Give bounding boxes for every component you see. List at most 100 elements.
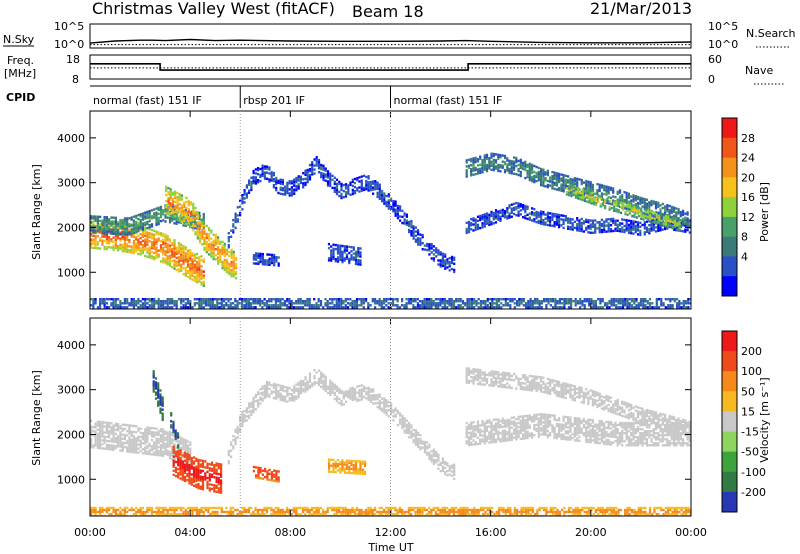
heatmap-cell — [157, 304, 160, 307]
heatmap-cell — [188, 474, 191, 477]
heatmap-cell — [685, 300, 688, 303]
heatmap-cell — [506, 167, 509, 170]
heatmap-cell — [653, 217, 656, 220]
heatmap-cell — [320, 171, 323, 175]
heatmap-cell — [510, 164, 513, 167]
heatmap-cell — [130, 300, 133, 303]
heatmap-cell — [349, 298, 352, 301]
heatmap-cell — [465, 161, 468, 164]
heatmap-cell — [679, 225, 682, 228]
heatmap-cell — [171, 209, 175, 212]
heatmap-cell — [623, 230, 626, 234]
heatmap-cell — [199, 471, 202, 474]
heatmap-cell — [576, 179, 579, 182]
heatmap-cell — [205, 236, 208, 240]
heatmap-cell — [378, 185, 381, 188]
heatmap-cell — [141, 216, 144, 219]
heatmap-cell — [430, 298, 433, 301]
heatmap-cell — [544, 177, 547, 180]
heatmap-cell — [526, 173, 529, 177]
heatmap-cell — [126, 223, 129, 226]
heatmap-cell — [571, 226, 574, 229]
heatmap-cell — [177, 264, 181, 267]
heatmap-cell — [166, 245, 169, 248]
heatmap-cell — [203, 224, 206, 227]
heatmap-cell — [157, 216, 160, 220]
heatmap-cell — [549, 298, 552, 301]
heatmap-cell — [390, 199, 393, 202]
heatmap-cell — [336, 256, 340, 259]
heatmap-cell — [665, 223, 668, 226]
heatmap-cell — [166, 249, 169, 252]
heatmap-cell — [675, 213, 678, 216]
heatmap-cell — [503, 156, 507, 160]
heatmap-cell — [503, 154, 507, 158]
heatmap-cell — [210, 249, 213, 252]
heatmap-cell — [105, 447, 108, 451]
heatmap-cell — [410, 222, 413, 225]
heatmap-cell — [470, 300, 474, 303]
heatmap-cell — [416, 306, 419, 309]
heatmap-cell — [332, 253, 335, 256]
heatmap-cell — [168, 442, 172, 446]
heatmap-cell — [603, 226, 606, 229]
heatmap-cell — [333, 304, 336, 307]
heatmap-cell — [204, 300, 208, 303]
heatmap-cell — [117, 424, 120, 428]
heatmap-cell — [236, 218, 239, 221]
nave-tick-bottom: 0 — [708, 73, 715, 86]
heatmap-cell — [567, 181, 570, 184]
heatmap-cell — [198, 239, 202, 242]
heatmap-cell — [247, 304, 250, 307]
heatmap-cell — [90, 221, 93, 224]
heatmap-cell — [483, 164, 486, 167]
heatmap-cell — [173, 255, 176, 258]
heatmap-cell — [268, 172, 271, 175]
heatmap-cell — [547, 302, 550, 305]
heatmap-cell — [215, 468, 218, 471]
heatmap-cell — [654, 201, 658, 204]
heatmap-cell — [537, 219, 540, 223]
heatmap-cell — [139, 241, 142, 244]
heatmap-cell — [162, 232, 165, 236]
heatmap-cell — [177, 248, 181, 251]
heatmap-cell — [519, 160, 522, 164]
heatmap-cell — [542, 172, 545, 175]
heatmap-cell — [324, 302, 327, 305]
heatmap-cell — [439, 302, 442, 305]
heatmap-cell — [159, 306, 163, 309]
heatmap-cell — [537, 172, 540, 176]
heatmap-cell — [268, 257, 271, 260]
heatmap-cell — [591, 225, 594, 228]
heatmap-cell — [499, 154, 502, 157]
heatmap-cell — [173, 222, 176, 225]
heatmap-cell — [444, 259, 447, 262]
heatmap-cell — [410, 234, 413, 237]
heatmap-cell — [162, 261, 165, 264]
heatmap-cell — [117, 237, 120, 240]
heatmap-cell — [551, 187, 554, 190]
heatmap-cell — [545, 304, 548, 307]
heatmap-cell — [217, 483, 220, 486]
heatmap-cell — [618, 189, 622, 192]
heatmap-cell — [367, 306, 370, 309]
heatmap-cell — [335, 188, 339, 192]
heatmap-cell — [245, 196, 248, 199]
heatmap-cell — [574, 190, 577, 193]
heatmap-cell — [196, 229, 199, 232]
heatmap-cell — [358, 298, 361, 301]
heatmap-cell — [333, 180, 336, 184]
heatmap-cell — [117, 230, 120, 234]
heatmap-cell — [360, 302, 363, 305]
heatmap-cell — [389, 298, 392, 301]
heatmap-cell — [164, 442, 167, 446]
heatmap-cell — [198, 302, 201, 305]
heatmap-cell — [153, 304, 156, 307]
heatmap-cell — [354, 256, 358, 260]
heatmap-cell — [488, 161, 491, 164]
heatmap-cell — [569, 225, 572, 229]
heatmap-cell — [202, 212, 205, 216]
heatmap-cell — [669, 300, 672, 303]
heatmap-cell — [146, 249, 149, 252]
heatmap-cell — [213, 476, 216, 479]
